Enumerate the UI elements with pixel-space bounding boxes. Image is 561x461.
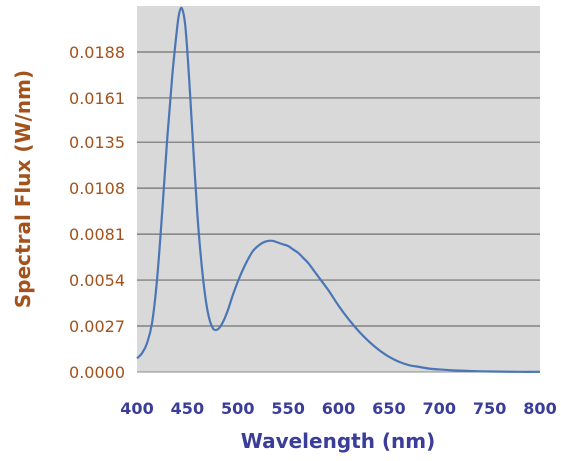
x-tick-label: 600 [322,399,355,418]
y-axis-ticks: 0.0000 0.0027 0.0054 0.0081 0.0108 0.0135 0.01… [69,43,125,382]
y-tick-label: 0.0135 [69,133,125,152]
y-tick-label: 0.0027 [69,317,125,336]
y-tick-label: 0.0161 [69,89,125,108]
y-tick-label: 0.0188 [69,43,125,62]
y-axis-label: Spectral Flux (W/nm) [11,70,35,308]
plot-area [137,6,540,372]
x-tick-label: 750 [473,399,506,418]
x-tick-label: 800 [523,399,556,418]
series-group [136,6,541,373]
y-tick-label: 0.0108 [69,179,125,198]
x-tick-label: 450 [171,399,204,418]
y-tick-label: 0.0081 [69,225,125,244]
y-tick-label: 0.0000 [69,363,125,382]
x-axis-ticks: 400 450 500 550 600 650 700 750 800 [120,399,556,418]
x-tick-label: 500 [221,399,254,418]
x-tick-label: 400 [120,399,153,418]
y-tick-label: 0.0054 [69,271,125,290]
series-line-0 [136,6,541,373]
x-tick-label: 700 [423,399,456,418]
x-tick-label: 650 [372,399,405,418]
x-axis-label: Wavelength (nm) [241,429,436,453]
x-tick-label: 550 [271,399,304,418]
